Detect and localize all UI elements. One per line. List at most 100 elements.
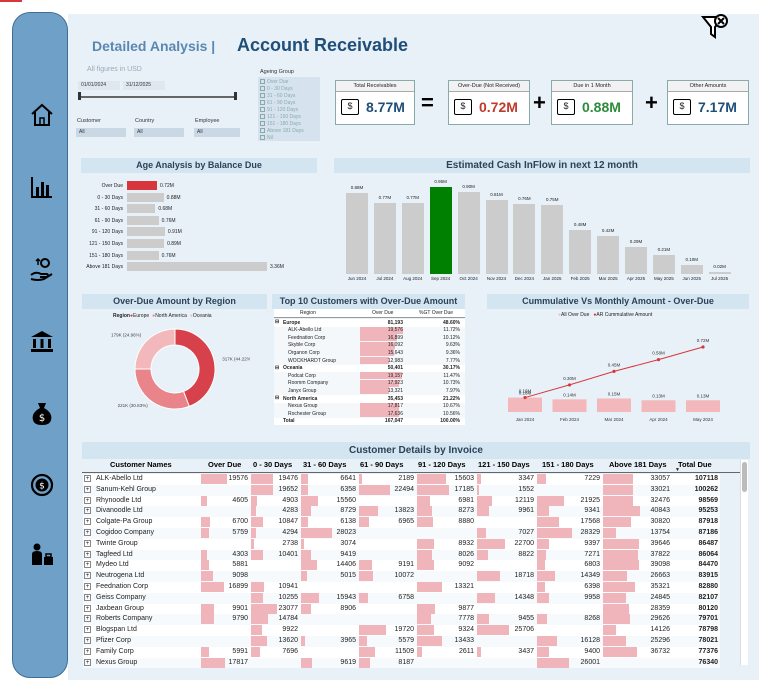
expand-icon[interactable]: + bbox=[84, 518, 91, 526]
expand-icon[interactable]: + bbox=[84, 561, 91, 569]
region-legend-label: Europe bbox=[133, 313, 150, 319]
bar-chart-icon[interactable] bbox=[28, 173, 56, 201]
expand-icon[interactable]: + bbox=[84, 539, 91, 547]
expand-icon[interactable]: + bbox=[84, 658, 91, 666]
details-cell: 13754 bbox=[650, 529, 670, 536]
details-cell: 37822 bbox=[650, 550, 670, 558]
details-row[interactable]: + Divanoodle Ltd 4283 8729 13823 8273 9961 9341… bbox=[83, 506, 720, 518]
money-bag-icon[interactable]: $ bbox=[28, 399, 56, 427]
country-dropdown[interactable]: All bbox=[134, 128, 184, 137]
sort-desc-icon[interactable]: ▼ bbox=[675, 467, 680, 473]
scroll-thumb[interactable] bbox=[742, 462, 747, 492]
checkbox-icon[interactable] bbox=[260, 114, 265, 120]
top10-row[interactable]: Skyble Corp 16,092 9.63% bbox=[274, 341, 465, 350]
currency-exchange-icon[interactable]: $ bbox=[28, 471, 56, 499]
top10-row[interactable]: Nexus Group 17,817 10.67% bbox=[274, 402, 465, 411]
expand-icon[interactable]: + bbox=[84, 593, 91, 601]
ageing-option[interactable]: 91 - 120 Days bbox=[260, 107, 298, 114]
ageing-option[interactable]: 31 - 60 Days bbox=[260, 93, 295, 100]
expand-icon[interactable]: + bbox=[84, 626, 91, 634]
ageing-option[interactable]: 121 - 150 Days bbox=[260, 114, 301, 121]
employee-icon[interactable] bbox=[28, 541, 56, 569]
details-scrollbar[interactable] bbox=[740, 460, 748, 665]
date-slider-handle-start[interactable] bbox=[78, 92, 81, 100]
top10-total-row[interactable]: Total 167,047 100.00% bbox=[274, 417, 465, 425]
details-row[interactable]: + Blogspan Ltd 9922 19720 9324 25706 14126 7879… bbox=[83, 625, 720, 636]
bank-icon[interactable] bbox=[28, 327, 56, 355]
date-range-slider[interactable] bbox=[80, 96, 236, 98]
top10-name: Feednation Corp bbox=[288, 334, 326, 341]
details-row[interactable]: + Rhynoodle Ltd 4605 4903 15560 6981 12119 2192… bbox=[83, 495, 720, 507]
ageing-option[interactable]: 61 - 90 Days bbox=[260, 100, 295, 107]
ageing-option[interactable]: 151 - 180 Days bbox=[260, 121, 301, 128]
ageing-option[interactable]: 0 - 30 Days bbox=[260, 86, 293, 93]
top10-row[interactable]: Feednation Corp 16,899 10.12% bbox=[274, 334, 465, 342]
details-row[interactable]: + Family Corp 5991 7696 11509 2611 3437 9400 367… bbox=[83, 646, 720, 658]
filter-clear-icon[interactable] bbox=[700, 12, 730, 42]
expand-icon[interactable]: + bbox=[84, 550, 91, 558]
collapse-icon[interactable]: ⊟ bbox=[275, 319, 280, 325]
details-row[interactable]: + Jaxbean Group 9901 23077 8906 9877 28359 8012… bbox=[83, 603, 720, 615]
checkbox-icon[interactable] bbox=[260, 93, 265, 99]
expand-icon[interactable]: + bbox=[84, 572, 91, 580]
details-row[interactable]: + Geiss Company 10255 15943 6758 14348 9958 248… bbox=[83, 592, 720, 604]
top10-row[interactable]: Organon Corp 15,643 9.36% bbox=[274, 349, 465, 357]
collapse-icon[interactable]: ⊟ bbox=[275, 364, 280, 371]
customer-dropdown[interactable]: All bbox=[76, 128, 126, 137]
expand-icon[interactable]: + bbox=[84, 583, 91, 590]
checkbox-icon[interactable] bbox=[260, 79, 265, 85]
expand-icon[interactable]: + bbox=[84, 604, 91, 612]
details-row[interactable]: + ALK-Abello Ltd 19576 19476 6641 2189 15603 33… bbox=[83, 474, 720, 485]
checkbox-icon[interactable] bbox=[260, 107, 265, 113]
details-row[interactable]: + Twinte Group 2738 3074 8932 22700 9397 39646 8… bbox=[83, 538, 720, 550]
employee-dropdown[interactable]: All bbox=[194, 128, 240, 137]
top10-row[interactable]: ⊟ North America 35,453 21.22% bbox=[274, 395, 465, 403]
ageing-option[interactable]: Over Due bbox=[260, 79, 288, 86]
top10-row[interactable]: Roomm Company 17,923 10.73% bbox=[274, 379, 465, 388]
expand-icon[interactable]: + bbox=[84, 637, 91, 644]
details-row[interactable]: + Pfizer Corp 13620 3965 5579 13433 16128 25296… bbox=[83, 636, 720, 647]
date-from-input[interactable]: 01/01/2024 bbox=[78, 81, 120, 90]
hand-money-icon[interactable] bbox=[28, 255, 56, 283]
money-clock-icon: $ bbox=[557, 99, 575, 115]
details-row[interactable]: + Tagfeed Ltd 4303 10401 9419 8026 8822 7271 378… bbox=[83, 549, 720, 561]
date-slider-handle-end[interactable] bbox=[234, 92, 237, 100]
expand-icon[interactable]: + bbox=[84, 496, 91, 504]
details-row[interactable]: + Nexus Group 17817 9619 8187 26001 76340 bbox=[83, 657, 720, 669]
top10-row[interactable]: Podcat Corp 19,157 11.47% bbox=[274, 372, 465, 380]
ageing-option[interactable]: Nil bbox=[260, 135, 273, 142]
checkbox-icon[interactable] bbox=[260, 86, 265, 92]
collapse-icon[interactable]: ⊟ bbox=[275, 395, 280, 401]
checkbox-icon[interactable] bbox=[260, 135, 265, 141]
expand-icon[interactable]: + bbox=[84, 529, 91, 536]
expand-icon[interactable]: + bbox=[84, 615, 91, 623]
checkbox-icon[interactable] bbox=[260, 121, 265, 127]
top10-overdue: 81,193 bbox=[387, 319, 403, 326]
details-row[interactable]: + Cogidoo Company 5759 4294 28023 7027 28329 13… bbox=[83, 528, 720, 539]
checkbox-icon[interactable] bbox=[260, 128, 265, 134]
top10-row[interactable]: WOCKHARDT Group 12,983 7.77% bbox=[274, 357, 465, 365]
details-row[interactable]: + Neutrogena Ltd 9098 5015 10072 18718 14349 26… bbox=[83, 571, 720, 582]
cumulative-point bbox=[567, 383, 572, 387]
checkbox-icon[interactable] bbox=[260, 100, 265, 106]
home-icon[interactable] bbox=[28, 101, 56, 129]
top10-row[interactable]: ⊟ Europe 81,193 48.60% bbox=[274, 319, 465, 327]
details-row[interactable]: + Feednation Corp 16899 10941 13321 6398 35321… bbox=[83, 582, 720, 593]
ageing-option[interactable]: Above 181 Days bbox=[260, 128, 304, 135]
details-row[interactable]: + Roberts Company 9790 14784 7778 9455 8268 296… bbox=[83, 614, 720, 626]
expand-icon[interactable]: + bbox=[84, 485, 91, 493]
legend-dot-icon: ● bbox=[558, 312, 562, 318]
details-row[interactable]: + Mydeo Ltd 5881 14406 9191 9092 6803 39098 8447… bbox=[83, 560, 720, 572]
details-row[interactable]: + Colgate-Pa Group 6700 10847 6138 6965 8880 17… bbox=[83, 517, 720, 528]
details-data-bar bbox=[301, 603, 311, 614]
top10-row[interactable]: Janyx Group 13,321 7.97% bbox=[274, 387, 465, 395]
expand-icon[interactable]: + bbox=[84, 647, 91, 655]
top10-bar bbox=[360, 334, 398, 342]
date-to-input[interactable]: 31/12/2025 bbox=[123, 81, 165, 90]
expand-icon[interactable]: + bbox=[84, 507, 91, 515]
expand-icon[interactable]: + bbox=[84, 475, 91, 482]
top10-row[interactable]: ⊟ Oceania 50,401 30.17% bbox=[274, 364, 465, 373]
details-row[interactable]: + Sanum-Kehl Group 19652 6358 22494 17185 1552… bbox=[83, 484, 720, 496]
top10-row[interactable]: Rochester Group 17,636 10.56% bbox=[274, 410, 465, 418]
top10-row[interactable]: ALK-Abello Ltd 19,576 11.72% bbox=[274, 326, 465, 335]
